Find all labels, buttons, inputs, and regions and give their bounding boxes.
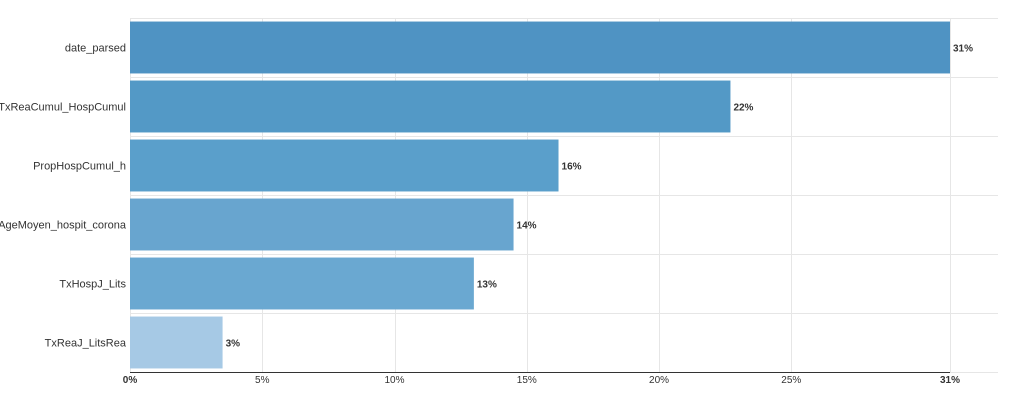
bar-prophospcumul-h[interactable]	[130, 139, 559, 192]
category-label: PropHospCumul_h	[33, 161, 126, 173]
category-label: TxHospJ_Lits	[59, 279, 126, 291]
value-labels: 31% 22% 16% 14% 13% 3%	[226, 44, 974, 350]
x-tick-label: 31%	[940, 375, 960, 386]
value-label: 3%	[226, 339, 241, 350]
value-label: 22%	[733, 103, 753, 114]
value-label: 31%	[953, 44, 973, 55]
bar-date-parsed[interactable]	[130, 21, 950, 74]
x-tick-label: 25%	[781, 375, 801, 386]
x-axis: 0% 5% 10% 15% 20% 25% 31%	[123, 372, 960, 386]
category-labels: date_parsed TxReaCumul_HospCumul PropHospC…	[0, 43, 127, 350]
bar-txreacumul-hospcumul[interactable]	[130, 80, 731, 133]
x-tick-label: 20%	[649, 375, 669, 386]
x-tick-label: 15%	[517, 375, 537, 386]
x-tick-label: 5%	[255, 375, 270, 386]
bar-txreaj-litsrea[interactable]	[130, 316, 223, 369]
bars	[130, 21, 950, 369]
value-label: 13%	[477, 280, 497, 291]
bar-txhospj-lits[interactable]	[130, 257, 474, 310]
category-label: TxReaJ_LitsRea	[45, 338, 127, 350]
category-label: date_parsed	[65, 43, 126, 55]
category-label: TxReaCumul_HospCumul	[0, 102, 126, 114]
x-tick-label: 10%	[385, 375, 405, 386]
value-label: 14%	[517, 221, 537, 232]
x-tick-label: 0%	[123, 375, 138, 386]
bar-agemoyen-hospit-corona[interactable]	[130, 198, 514, 251]
category-label: AgeMoyen_hospit_corona	[0, 220, 127, 232]
value-label: 16%	[562, 162, 582, 173]
